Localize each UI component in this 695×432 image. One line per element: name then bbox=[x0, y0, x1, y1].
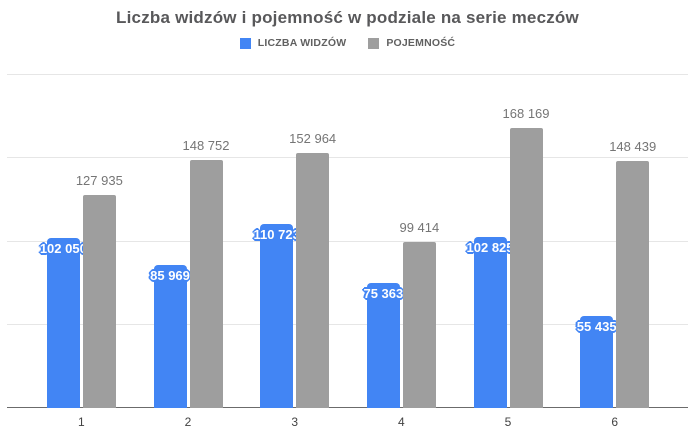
x-axis-label-5: 5 bbox=[504, 415, 512, 429]
bar-value-label: 99 414 bbox=[399, 220, 440, 236]
legend-item-liczba-widzow[interactable]: LICZBA WIDZÓW bbox=[239, 37, 347, 49]
bar-series1-cat4[interactable]: 99 414 bbox=[399, 221, 439, 408]
legend-swatch-blue-icon bbox=[239, 37, 251, 49]
bar-value-label: 127 935 bbox=[75, 173, 123, 188]
bar-value-label: 102 825 bbox=[466, 239, 514, 255]
bar-group-5: 102 825 168 169 bbox=[455, 75, 562, 408]
bar-series0-cat3[interactable]: 110 723 bbox=[254, 223, 300, 408]
bar-series1-cat1[interactable]: 127 935 bbox=[76, 174, 123, 408]
gridline-150000 bbox=[7, 157, 688, 159]
bar-group-1: 102 050 127 935 bbox=[28, 75, 135, 408]
bar-value-label: 110 723 bbox=[253, 226, 300, 242]
bar-value-label: 148 752 bbox=[182, 138, 230, 154]
bar-series1-cat5[interactable]: 168 169 bbox=[503, 107, 550, 408]
bar-series1-cat2[interactable]: 148 752 bbox=[183, 139, 230, 408]
bar-group-3: 110 723 152 964 bbox=[241, 75, 348, 408]
bar-value-label: 168 169 bbox=[502, 106, 550, 121]
legend-label-pojemnosc: POJEMNOŚĆ bbox=[386, 37, 456, 49]
bar-groups: 102 050 127 935 85 969 148 752 110 723 152 96… bbox=[28, 75, 668, 408]
bar-series0-cat1[interactable]: 102 050 bbox=[40, 238, 87, 408]
bar-series0-cat4[interactable]: 75 363 bbox=[363, 282, 403, 408]
gridline-100000 bbox=[7, 240, 688, 242]
bar-group-2: 85 969 148 752 bbox=[135, 75, 242, 408]
chart-legend: LICZBA WIDZÓW POJEMNOŚĆ bbox=[0, 37, 695, 49]
bar-series0-cat6[interactable]: 55 435 bbox=[577, 315, 617, 408]
gridline-50000 bbox=[7, 323, 688, 325]
bar-series1-cat3[interactable]: 152 964 bbox=[289, 132, 336, 408]
bar-value-label: 55 435 bbox=[576, 318, 617, 334]
x-axis-label-6: 6 bbox=[611, 415, 619, 429]
x-axis-label-1: 1 bbox=[77, 415, 85, 429]
bar-group-6: 55 435 148 439 bbox=[561, 75, 668, 408]
legend-label-liczba-widzow: LICZBA WIDZÓW bbox=[257, 37, 347, 49]
bar-value-label: 152 964 bbox=[289, 131, 337, 147]
bar-series0-cat5[interactable]: 102 825 bbox=[467, 236, 514, 408]
bar-value-label: 75 363 bbox=[363, 285, 404, 301]
bar-group-4: 75 363 99 414 bbox=[348, 75, 455, 408]
x-axis-line bbox=[7, 407, 688, 408]
plot-area: 102 050 127 935 85 969 148 752 110 723 152 96… bbox=[7, 74, 688, 429]
bar-value-label: 148 439 bbox=[609, 138, 657, 154]
chart-title: Liczba widzów i pojemność w podziale na … bbox=[116, 8, 579, 27]
x-axis-label-2: 2 bbox=[184, 415, 192, 429]
x-axis-label-4: 4 bbox=[398, 415, 405, 429]
x-axis-label-3: 3 bbox=[291, 415, 299, 429]
bar-value-label: 85 969 bbox=[150, 267, 190, 283]
legend-swatch-gray-icon bbox=[368, 37, 380, 49]
gridline-200000 bbox=[7, 74, 688, 75]
bar-series1-cat6[interactable]: 148 439 bbox=[609, 140, 656, 408]
legend-item-pojemnosc[interactable]: POJEMNOŚĆ bbox=[368, 37, 455, 49]
bar-value-label: 102 050 bbox=[39, 241, 87, 257]
bar-series0-cat2[interactable]: 85 969 bbox=[150, 264, 190, 408]
x-axis-labels: 1 2 3 4 5 6 bbox=[28, 415, 668, 429]
